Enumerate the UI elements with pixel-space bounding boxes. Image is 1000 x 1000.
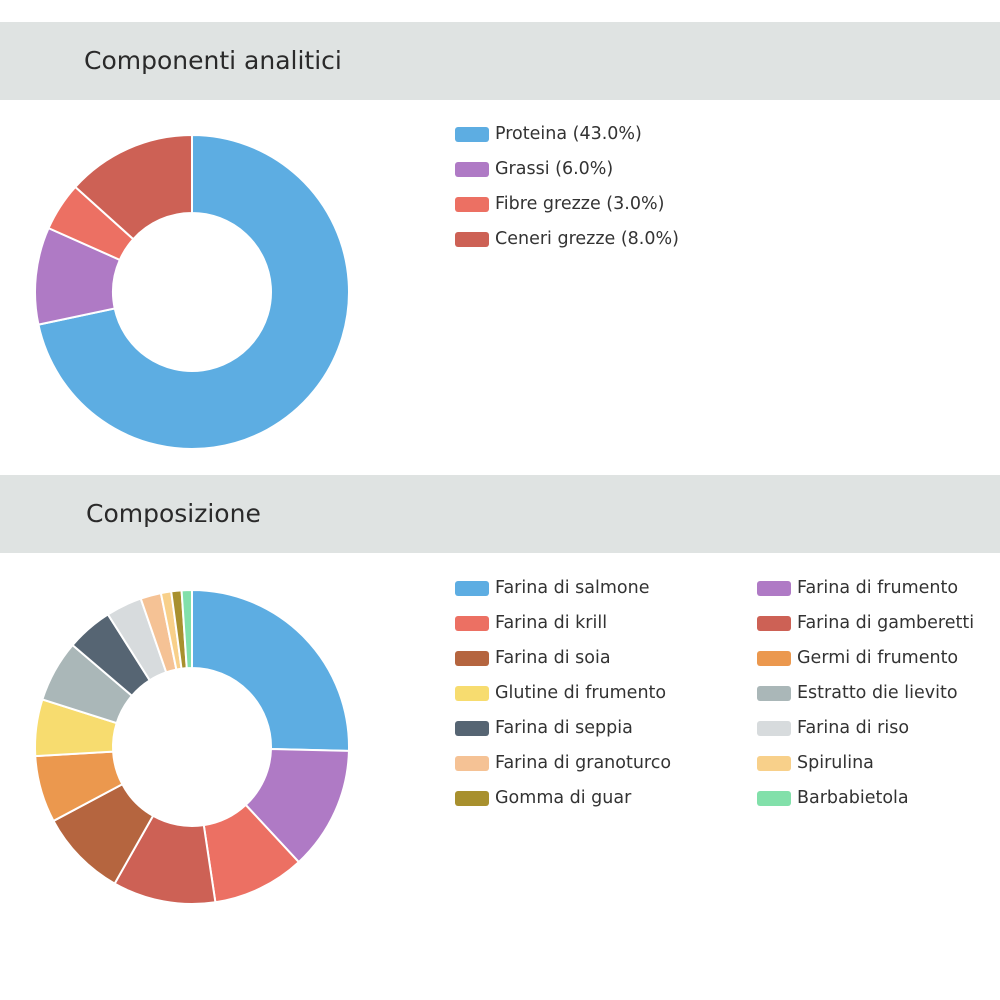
section-title: Composizione — [86, 499, 261, 528]
legend-label: Farina di seppia — [495, 718, 633, 738]
legend-label: Farina di soia — [495, 648, 611, 668]
legend-label: Germi di frumento — [797, 648, 959, 668]
donut-slice-proteina[interactable] — [37, 133, 350, 450]
composition-donut-chart — [34, 588, 350, 905]
legend-label: Farina di krill — [495, 613, 608, 633]
legend-swatch — [757, 756, 791, 771]
legend-swatch — [757, 686, 791, 701]
legend-label: Proteina (43.0%) — [495, 124, 642, 144]
legend-swatch — [455, 686, 489, 701]
legend-swatch — [455, 197, 489, 212]
section-header-composition: Composizione — [0, 475, 1000, 553]
donut-slice-ceneri-grezze[interactable] — [73, 133, 193, 241]
donut-slice-barbabietola[interactable] — [180, 588, 193, 670]
legend-label: Ceneri grezze (8.0%) — [495, 229, 679, 249]
donut-slice-farina-di-salmone[interactable] — [191, 588, 350, 752]
legend-swatch — [757, 721, 791, 736]
legend-swatch — [455, 616, 489, 631]
legend-label: Farina di gamberetti — [797, 613, 975, 633]
legend-label: Estratto die lievito — [797, 683, 958, 703]
legend-swatch — [455, 127, 489, 142]
section-title: Componenti analitici — [84, 46, 342, 75]
legend-swatch — [455, 162, 489, 177]
legend-swatch — [455, 756, 489, 771]
legend-swatch — [455, 791, 489, 806]
legend-label: Barbabietola — [797, 788, 909, 808]
legend-swatch — [455, 651, 489, 666]
legend-label: Farina di riso — [797, 718, 910, 738]
legend-swatch — [455, 232, 489, 247]
legend-label: Gomma di guar — [495, 788, 632, 808]
legend-swatch — [757, 616, 791, 631]
legend-label: Grassi (6.0%) — [495, 159, 614, 179]
legend-swatch — [455, 721, 489, 736]
legend-label: Farina di salmone — [495, 578, 650, 598]
legend-label: Fibre grezze (3.0%) — [495, 194, 665, 214]
section-header-analytical: Componenti analitici — [0, 22, 1000, 100]
legend-swatch — [757, 651, 791, 666]
legend-swatch — [757, 581, 791, 596]
legend-label: Glutine di frumento — [495, 683, 667, 703]
legend-label: Spirulina — [797, 753, 874, 773]
legend-label: Farina di granoturco — [495, 753, 672, 773]
legend-swatch — [757, 791, 791, 806]
analytical-components-donut-chart — [34, 133, 350, 450]
legend-label: Farina di frumento — [797, 578, 959, 598]
legend-swatch — [455, 581, 489, 596]
